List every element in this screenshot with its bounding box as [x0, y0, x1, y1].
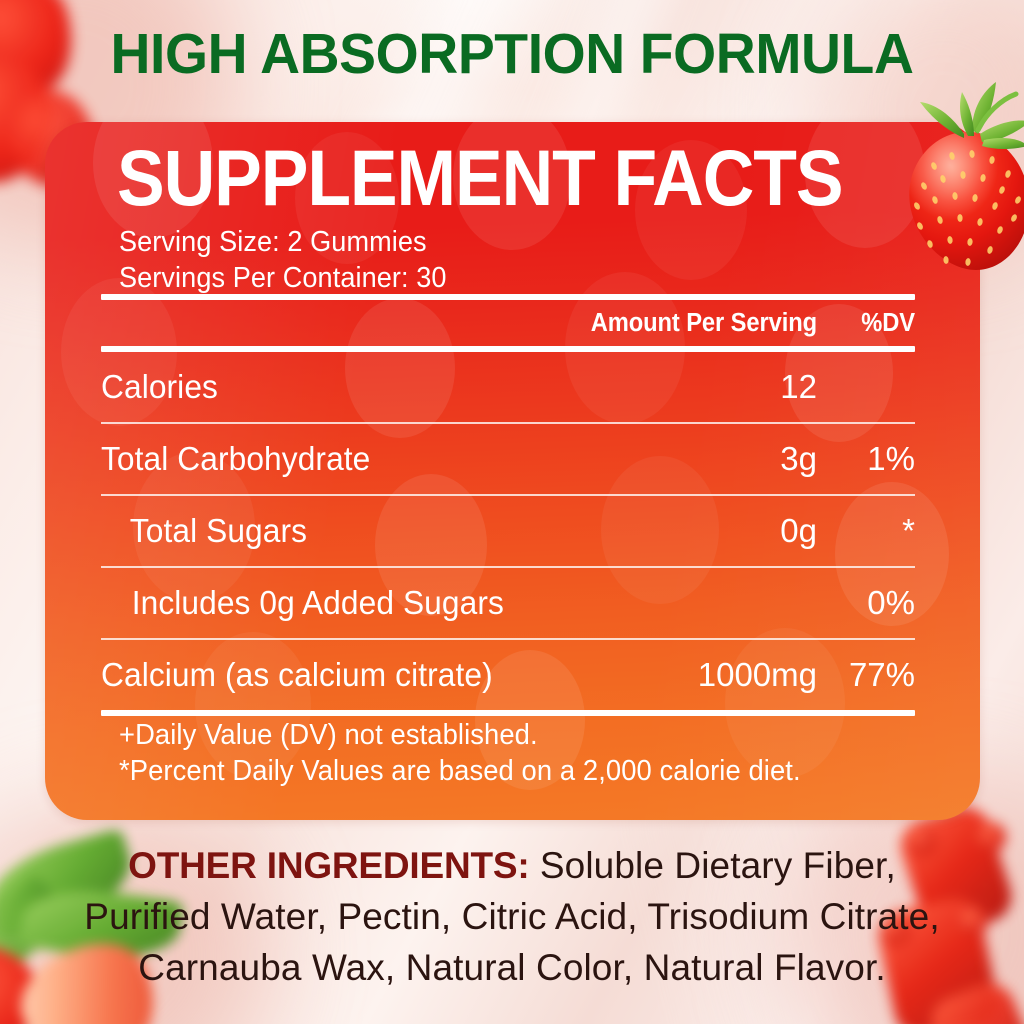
nutrient-dv: * [902, 512, 915, 549]
servings-per-container-text: Servings Per Container: 30 [119, 262, 447, 294]
column-header-amount: Amount Per Serving [590, 308, 817, 337]
table-row: Calories 12 [101, 352, 915, 422]
nutrient-dv: 1% [867, 440, 915, 477]
nutrient-name: Total Carbohydrate [101, 440, 371, 477]
nutrient-name: Total Sugars [129, 512, 308, 549]
supplement-facts-panel: SUPPLEMENT FACTS Serving Size: 2 Gummies… [45, 122, 980, 820]
nutrient-amount: 12 [780, 368, 817, 405]
table-row: Calcium (as calcium citrate) 1000mg 77% [101, 640, 915, 710]
other-ingredients-label: OTHER INGREDIENTS: [128, 845, 530, 886]
nutrient-name: Includes 0g Added Sugars [131, 584, 504, 621]
footnote-dv-not-established: +Daily Value (DV) not established. [119, 719, 538, 751]
table-rule-bottom [101, 710, 915, 716]
column-header-dv: %DV [861, 308, 915, 337]
table-header-row: Amount Per Serving %DV [101, 300, 915, 346]
nutrient-amount: 3g [780, 440, 817, 477]
table-rule-header-bottom [101, 346, 915, 352]
strawberry-icon [902, 78, 1024, 274]
nutrient-name: Calories [101, 368, 218, 405]
footnotes: +Daily Value (DV) not established. *Perc… [119, 718, 829, 790]
nutrient-amount: 0g [780, 512, 817, 549]
nutrient-dv: 77% [848, 656, 915, 693]
supplement-facts-title: SUPPLEMENT FACTS [117, 133, 844, 222]
gummy-bear-icon [866, 800, 1024, 1024]
other-ingredients: OTHER INGREDIENTS: Soluble Dietary Fiber… [62, 840, 962, 993]
nutrient-amount: 1000mg [697, 656, 817, 693]
page-title: HIGH ABSORPTION FORMULA [110, 22, 914, 86]
table-row-divider [101, 494, 915, 496]
nutrient-name: Calcium (as calcium citrate) [101, 656, 493, 693]
table-row-divider [101, 422, 915, 424]
nutrient-dv: 0% [867, 584, 915, 621]
other-ingredients-text: Soluble Dietary Fiber, Purified Water, P… [84, 845, 940, 989]
table-row: Includes 0g Added Sugars 0% [101, 568, 915, 638]
table-rule-top [101, 294, 915, 300]
table-row-divider [101, 566, 915, 568]
serving-size-text: Serving Size: 2 Gummies [119, 226, 427, 258]
footnote-percent-daily-values: *Percent Daily Values are based on a 2,0… [119, 754, 801, 787]
table-row: Total Sugars 0g * [101, 496, 915, 566]
table-row: Total Carbohydrate 3g 1% [101, 424, 915, 494]
supplement-facts-table: Amount Per Serving %DV Calories 12 Total… [101, 294, 915, 716]
table-row-divider [101, 638, 915, 640]
